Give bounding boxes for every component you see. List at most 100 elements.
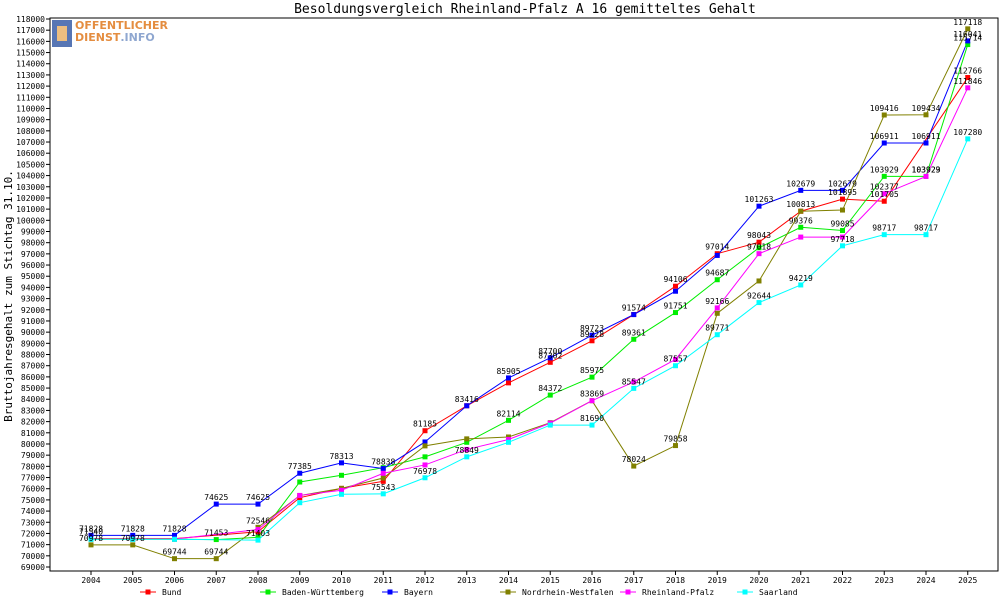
data-point-baden-wuerttemberg xyxy=(255,534,261,540)
y-tick-label: 74000 xyxy=(21,507,45,516)
data-point-bayern xyxy=(798,187,804,193)
x-tick-label: 2018 xyxy=(666,576,685,585)
data-point-nordrhein-westfalen xyxy=(756,278,762,284)
y-tick-label: 72000 xyxy=(21,529,45,538)
data-point-baden-wuerttemberg xyxy=(840,228,845,234)
x-tick-label: 2020 xyxy=(749,576,768,585)
x-tick-label: 2004 xyxy=(81,576,100,585)
data-point-saarland xyxy=(631,385,637,391)
data-point-bund xyxy=(756,239,762,245)
y-tick-label: 75000 xyxy=(21,496,45,505)
data-label: 91574 xyxy=(622,304,646,313)
data-label: 78024 xyxy=(622,455,646,464)
y-tick-label: 94000 xyxy=(21,283,45,292)
data-label: 98717 xyxy=(914,224,938,233)
data-point-rheinland-pfalz xyxy=(506,436,511,442)
data-point-saarland xyxy=(339,491,344,497)
y-tick-label: 77000 xyxy=(21,474,45,483)
data-point-baden-wuerttemberg xyxy=(547,392,553,398)
y-tick-label: 101000 xyxy=(16,205,45,214)
data-label: 70978 xyxy=(121,534,145,543)
data-point-saarland xyxy=(881,232,887,238)
data-point-nordrhein-westfalen xyxy=(673,443,678,449)
y-tick-label: 71000 xyxy=(21,541,45,550)
data-point-bund xyxy=(881,198,887,204)
y-tick-label: 118000 xyxy=(16,15,45,24)
data-point-baden-wuerttemberg xyxy=(714,277,720,283)
y-tick-label: 93000 xyxy=(21,295,45,304)
data-point-bayern xyxy=(506,375,511,381)
data-label: 89361 xyxy=(622,328,646,337)
data-point-rheinland-pfalz xyxy=(422,462,428,468)
data-label: 111846 xyxy=(953,77,982,86)
x-tick-label: 2023 xyxy=(875,576,894,585)
data-label: 97718 xyxy=(830,235,854,244)
data-point-nordrhein-westfalen xyxy=(506,434,511,440)
logo-mark-icon xyxy=(52,20,72,47)
data-point-rheinland-pfalz xyxy=(881,191,887,197)
data-point-nordrhein-westfalen xyxy=(881,112,887,118)
data-point-baden-wuerttemberg xyxy=(506,417,511,423)
y-tick-label: 112000 xyxy=(16,82,45,91)
brand-logo: OFFENTLICHER DIENST.INFO xyxy=(52,20,168,47)
data-label: 89723 xyxy=(580,324,604,333)
data-label: 74625 xyxy=(246,493,270,502)
data-point-saarland xyxy=(756,300,762,306)
data-point-nordrhein-westfalen xyxy=(130,542,136,548)
data-label: 89228 xyxy=(580,330,604,339)
data-point-baden-wuerttemberg xyxy=(673,310,678,316)
data-label: 101895 xyxy=(828,188,857,197)
data-label: 69744 xyxy=(162,548,186,557)
legend-marker-bayern xyxy=(387,589,393,595)
y-tick-label: 78000 xyxy=(21,462,45,471)
legend-label-nordrhein-westfalen: Nordrhein-Westfalen xyxy=(522,588,614,597)
data-point-saarland xyxy=(589,422,595,428)
data-label: 101705 xyxy=(870,190,899,199)
data-label: 77385 xyxy=(288,462,312,471)
data-label: 69744 xyxy=(204,548,228,557)
data-label: 92166 xyxy=(705,297,729,306)
x-tick-label: 2011 xyxy=(374,576,393,585)
y-tick-label: 80000 xyxy=(21,440,45,449)
legend-label-bund: Bund xyxy=(162,588,181,597)
data-label: 102377 xyxy=(870,183,899,192)
data-label: 115714 xyxy=(953,34,982,43)
y-tick-label: 111000 xyxy=(16,93,45,102)
data-label: 94106 xyxy=(663,275,687,284)
y-tick-label: 107000 xyxy=(16,138,45,147)
data-point-bund xyxy=(422,428,428,434)
data-point-nordrhein-westfalen xyxy=(213,556,219,562)
data-point-saarland xyxy=(130,536,136,542)
data-label: 102679 xyxy=(786,179,815,188)
y-tick-label: 113000 xyxy=(16,71,45,80)
data-point-bund xyxy=(380,478,386,484)
data-label: 97014 xyxy=(705,243,729,252)
y-tick-label: 85000 xyxy=(21,384,45,393)
data-point-bayern xyxy=(840,187,845,193)
y-tick-label: 69000 xyxy=(21,563,45,572)
data-point-bayern xyxy=(380,466,386,472)
x-tick-label: 2022 xyxy=(833,576,852,585)
plot-frame xyxy=(49,17,999,572)
data-label: 85547 xyxy=(622,377,646,386)
data-label: 100813 xyxy=(786,200,815,209)
data-point-saarland xyxy=(547,422,553,428)
data-point-baden-wuerttemberg xyxy=(422,454,428,460)
data-point-bayern xyxy=(631,312,637,318)
legend-label-rheinland-pfalz: Rheinland-Pfalz xyxy=(642,588,714,597)
y-tick-label: 83000 xyxy=(21,406,45,415)
x-tick-label: 2005 xyxy=(123,576,142,585)
data-label: 103923 xyxy=(912,165,941,174)
data-label: 116041 xyxy=(953,30,982,39)
data-label: 81185 xyxy=(413,420,437,429)
x-tick-label: 2021 xyxy=(791,576,810,585)
y-tick-label: 98000 xyxy=(21,239,45,248)
data-label: 103929 xyxy=(870,165,899,174)
data-point-rheinland-pfalz xyxy=(464,446,470,452)
y-tick-label: 104000 xyxy=(16,172,45,181)
data-point-nordrhein-westfalen xyxy=(422,443,428,449)
data-point-saarland xyxy=(297,500,303,506)
x-tick-label: 2006 xyxy=(165,576,184,585)
y-tick-label: 88000 xyxy=(21,351,45,360)
